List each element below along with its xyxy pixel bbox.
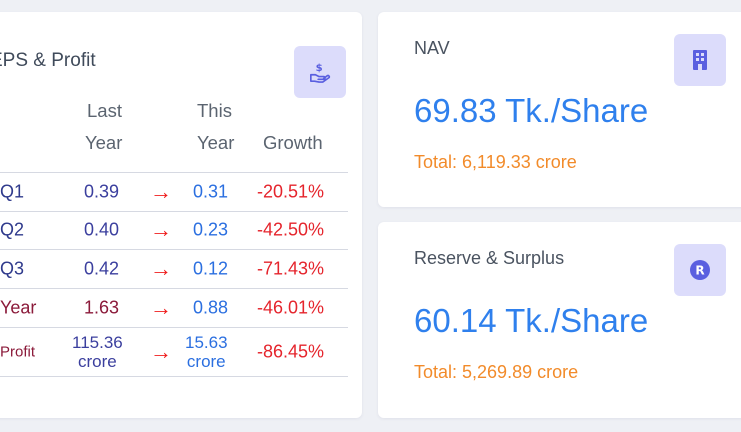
nav-total: Total: 6,119.33 crore	[414, 152, 577, 172]
arrow-right-icon: →	[150, 256, 172, 281]
this-profit-value: 15.63	[185, 333, 228, 352]
svg-text:$: $	[316, 63, 323, 74]
table-row-q1: Q1 0.39 → 0.31 -20.51%	[0, 172, 348, 212]
table-row-q2: Q2 0.40 → 0.23 -42.50%	[0, 211, 348, 250]
nav-card: NAV 69.83 Tk./Share Total: 6,119.33 cror…	[378, 12, 741, 207]
table-row-profit: Profit 115.36 crore → 15.63 crore -86.45…	[0, 328, 348, 377]
arrow-right-icon: →	[150, 217, 172, 242]
header-last-line1: Last	[87, 100, 122, 121]
building-icon	[674, 34, 726, 86]
eps-card-title: EPS & Profit	[0, 50, 96, 71]
this-year-profit: 15.63 crore	[185, 333, 228, 371]
last-year-profit: 115.36 crore	[72, 333, 123, 371]
table-row-q3: Q3 0.42 → 0.12 -71.43%	[0, 250, 348, 289]
nav-title: NAV	[414, 38, 450, 58]
eps-table-header: Last Year This Year Growth	[0, 100, 348, 166]
reserve-value: 60.14 Tk./Share	[414, 302, 649, 339]
growth-value: -20.51%	[257, 181, 325, 202]
row-label: Q3	[0, 258, 25, 279]
eps-profit-card: EPS & Profit $ Last Year This Year Growt…	[0, 12, 362, 418]
last-year-value: 0.40	[84, 219, 120, 240]
header-last-line2: Year	[85, 132, 123, 153]
table-row-year: Year 1.63 → 0.88 -46.01%	[0, 289, 348, 328]
this-year-value: 0.88	[193, 297, 229, 318]
growth-value: -46.01%	[257, 297, 325, 318]
arrow-right-icon: →	[150, 179, 172, 204]
growth-value: -71.43%	[257, 258, 325, 279]
this-year-value: 0.31	[193, 181, 229, 202]
row-label: Q1	[0, 181, 25, 202]
growth-value: -42.50%	[257, 219, 325, 240]
row-label: Q2	[0, 219, 25, 240]
nav-value: 69.83 Tk./Share	[414, 92, 649, 129]
hand-dollar-icon: $	[294, 46, 346, 98]
this-year-value: 0.23	[193, 219, 229, 240]
last-profit-value: 115.36	[72, 333, 123, 352]
reserve-title: Reserve & Surplus	[414, 248, 565, 268]
registered-r-icon: R	[674, 244, 726, 296]
this-year-value: 0.12	[193, 258, 229, 279]
arrow-right-icon: →	[150, 339, 172, 364]
reserve-surplus-card: Reserve & Surplus R 60.14 Tk./Share Tota…	[378, 222, 741, 418]
row-label: Year	[0, 297, 37, 318]
arrow-right-icon: →	[150, 295, 172, 320]
last-year-value: 0.42	[84, 258, 120, 279]
last-year-value: 0.39	[84, 181, 120, 202]
header-growth: Growth	[263, 132, 323, 153]
this-profit-unit: crore	[186, 352, 226, 371]
growth-value: -86.45%	[257, 341, 325, 362]
header-this-line1: This	[197, 100, 232, 121]
last-profit-unit: crore	[78, 352, 117, 371]
row-label: Profit	[0, 343, 36, 361]
header-this-line2: Year	[197, 132, 235, 153]
reserve-total: Total: 5,269.89 crore	[414, 362, 579, 382]
svg-text:R: R	[695, 264, 704, 278]
last-year-value: 1.63	[84, 297, 120, 318]
